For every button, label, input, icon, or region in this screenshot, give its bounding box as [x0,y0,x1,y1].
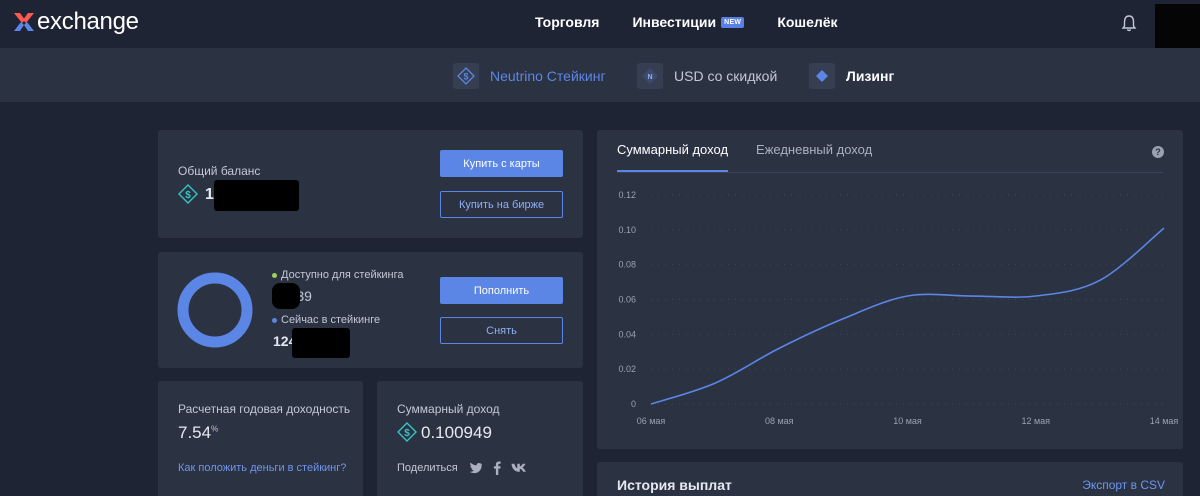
payout-history-card: История выплат Экспорт в CSV [597,462,1183,496]
top-bar: exchange Торговля Инвестиции NEW Кошелёк [0,0,1200,48]
staked-value: 124 [273,333,297,349]
total-income-card: Суммарный доход $ 0.100949 Поделиться [377,381,583,496]
deposit-button[interactable]: Пополнить [440,277,563,304]
subnav-neutrino-staking[interactable]: $ Neutrino Стейкинг [453,62,606,90]
svg-text:N: N [647,74,652,81]
y-tick-label: 0.12 [618,190,636,200]
total-income-label: Суммарный доход [397,402,500,416]
how-to-stake-link[interactable]: Как положить деньги в стейкинг? [178,462,347,474]
subnav-usd-discount[interactable]: N USD со скидкой [637,62,777,90]
income-line-chart: 0 0.02 0.04 0.06 0.08 0.10 0.12 06 мая 08 мая 10 … [618,190,1179,426]
balance-card: Общий баланс $ 1 Купить с карты Купить н… [158,130,583,238]
x-tick-label: 14 мая [1150,416,1179,426]
sub-nav: $ Neutrino Стейкинг N USD со скидкой Лиз… [0,48,1200,102]
income-series-line [650,227,1165,405]
nav-investments-label: Инвестиции [632,14,717,30]
usdn-coin-icon: $ [397,422,417,442]
y-tick-label: 0.08 [618,260,636,270]
staked-dot [272,317,277,323]
redaction [272,283,300,309]
subnav-usd-discount-label: USD со скидкой [674,68,778,84]
tabs-divider [617,172,1163,173]
help-icon[interactable]: ? [1152,146,1164,158]
subnav-neutrino-staking-label: Neutrino Стейкинг [490,68,606,84]
y-tick-label: 0 [631,399,636,409]
twitter-icon[interactable] [469,462,483,474]
svg-text:$: $ [463,72,468,82]
subnav-leasing-label: Лизинг [846,68,895,84]
neutrino-coin-icon: N [637,63,663,89]
svg-text:$: $ [404,428,410,439]
redaction [214,180,299,211]
export-csv-link[interactable]: Экспорт в CSV [1082,478,1165,492]
y-tick-label: 0.02 [618,364,636,374]
nav-investments[interactable]: Инвестиции NEW [632,14,745,30]
y-tick-label: 0.06 [618,295,636,305]
main-nav: Торговля Инвестиции NEW Кошелёк [535,14,871,30]
total-income-value: 0.100949 [421,423,492,442]
buy-with-card-button[interactable]: Купить с карты [440,150,563,177]
yield-value-row: 7.54% [178,423,218,443]
nav-trading[interactable]: Торговля [535,14,599,30]
balance-value: 1 [205,186,214,203]
x-tick-label: 06 мая [637,416,666,426]
logo-x-icon [14,13,34,31]
chart-tabs: Суммарный доход Ежедневный доход [617,142,900,172]
staked-label-row: Сейчас в стейкинге [272,314,380,326]
available-label: Доступно для стейкинга [281,269,404,281]
yield-label: Расчетная годовая доходность [178,402,351,416]
tab-total-income[interactable]: Суммарный доход [617,142,729,172]
y-tick-label: 0.10 [618,225,636,235]
dollar-coin-icon: $ [453,63,479,89]
vk-icon[interactable] [511,463,528,473]
x-tick-label: 08 мая [765,416,794,426]
payout-history-title: История выплат [617,477,732,493]
x-tick-label: 12 мая [1021,416,1050,426]
income-chart-panel: Суммарный доход Ежедневный доход ? 0 0.02… [597,130,1183,449]
new-badge: NEW [721,16,745,28]
redaction [292,328,350,358]
svg-text:$: $ [185,190,191,201]
bell-icon[interactable] [1121,14,1137,32]
yield-unit: % [211,424,219,434]
available-dot [272,272,277,278]
staking-donut-chart [177,272,253,348]
yield-value: 7.54 [178,423,212,442]
nav-wallet[interactable]: Кошелёк [777,14,837,30]
waves-diamond-icon [809,63,835,89]
x-tick-label: 10 мая [893,416,922,426]
available-label-row: Доступно для стейкинга [272,269,404,281]
usdn-coin-icon: $ [178,184,198,204]
buy-on-exchange-button[interactable]: Купить на бирже [440,191,563,218]
facebook-icon[interactable] [493,461,501,475]
tab-daily-income[interactable]: Ежедневный доход [756,142,873,157]
share-label: Поделиться [397,462,458,474]
subnav-leasing[interactable]: Лизинг [809,62,894,90]
yield-card: Расчетная годовая доходность 7.54% Как п… [158,381,363,496]
withdraw-button[interactable]: Снять [440,317,563,344]
nav-wallet-label: Кошелёк [777,14,838,30]
y-tick-label: 0.04 [618,329,636,339]
avatar[interactable] [1155,4,1200,48]
nav-trading-label: Торговля [535,14,600,30]
logo[interactable]: exchange [13,8,139,36]
staked-label: Сейчас в стейкинге [281,314,381,326]
logo-text: exchange [37,8,139,35]
staking-card: Доступно для стейкинга 39339 Сейчас в ст… [158,252,583,368]
balance-label: Общий баланс [178,164,261,178]
